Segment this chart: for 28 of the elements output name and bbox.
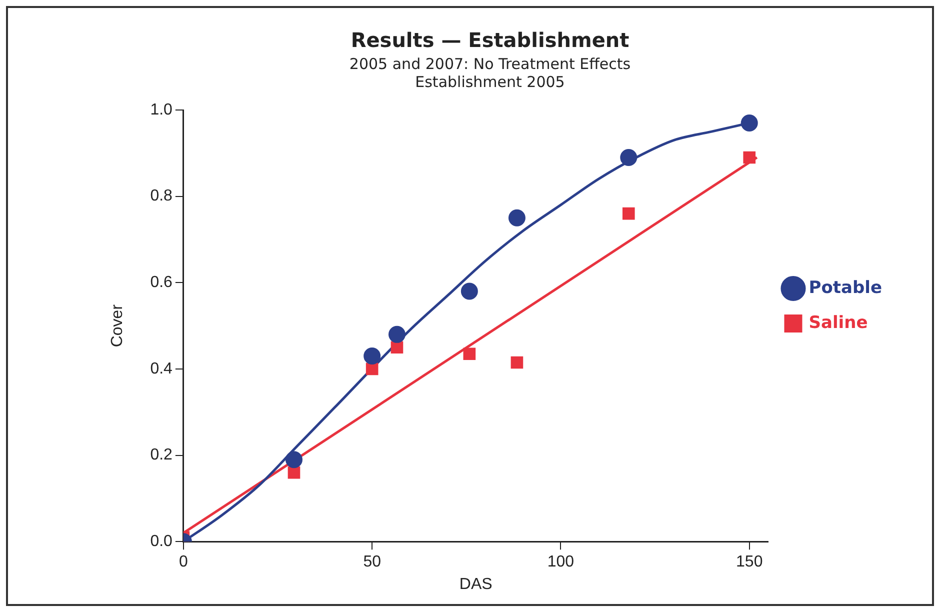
y-tick-label: 0.0	[150, 533, 173, 550]
chart-title: Results — Establishment	[350, 28, 630, 52]
point	[285, 451, 302, 468]
y-axis-title: Cover	[109, 304, 126, 348]
chart-subtitle: 2005 and 2007: No Treatment Effects Establishment 2005	[349, 54, 631, 91]
point	[743, 151, 756, 164]
x-tick-label: 150	[736, 554, 763, 571]
point	[388, 326, 406, 343]
y-tick-label: 0.8	[150, 188, 173, 205]
y-tick-label: 0.6	[150, 274, 173, 292]
y-tick-label: 1.0	[150, 101, 173, 118]
point	[460, 282, 478, 300]
x-tick-label: 50	[363, 554, 382, 571]
x-tick-label: 100	[547, 554, 574, 571]
point	[390, 341, 404, 354]
y-tick-label: 0.2	[150, 446, 173, 464]
x-axis-title: DAS	[459, 576, 492, 593]
x-tick-label: 0	[178, 554, 188, 571]
point	[740, 114, 758, 132]
legend-label: Potable	[808, 278, 882, 298]
point	[620, 148, 638, 166]
point	[463, 348, 476, 360]
y-tick-label: 0.4	[150, 360, 173, 378]
point	[508, 209, 526, 226]
legend-label: Saline	[808, 312, 868, 333]
point	[364, 348, 381, 365]
point	[622, 207, 635, 220]
point	[510, 356, 524, 369]
